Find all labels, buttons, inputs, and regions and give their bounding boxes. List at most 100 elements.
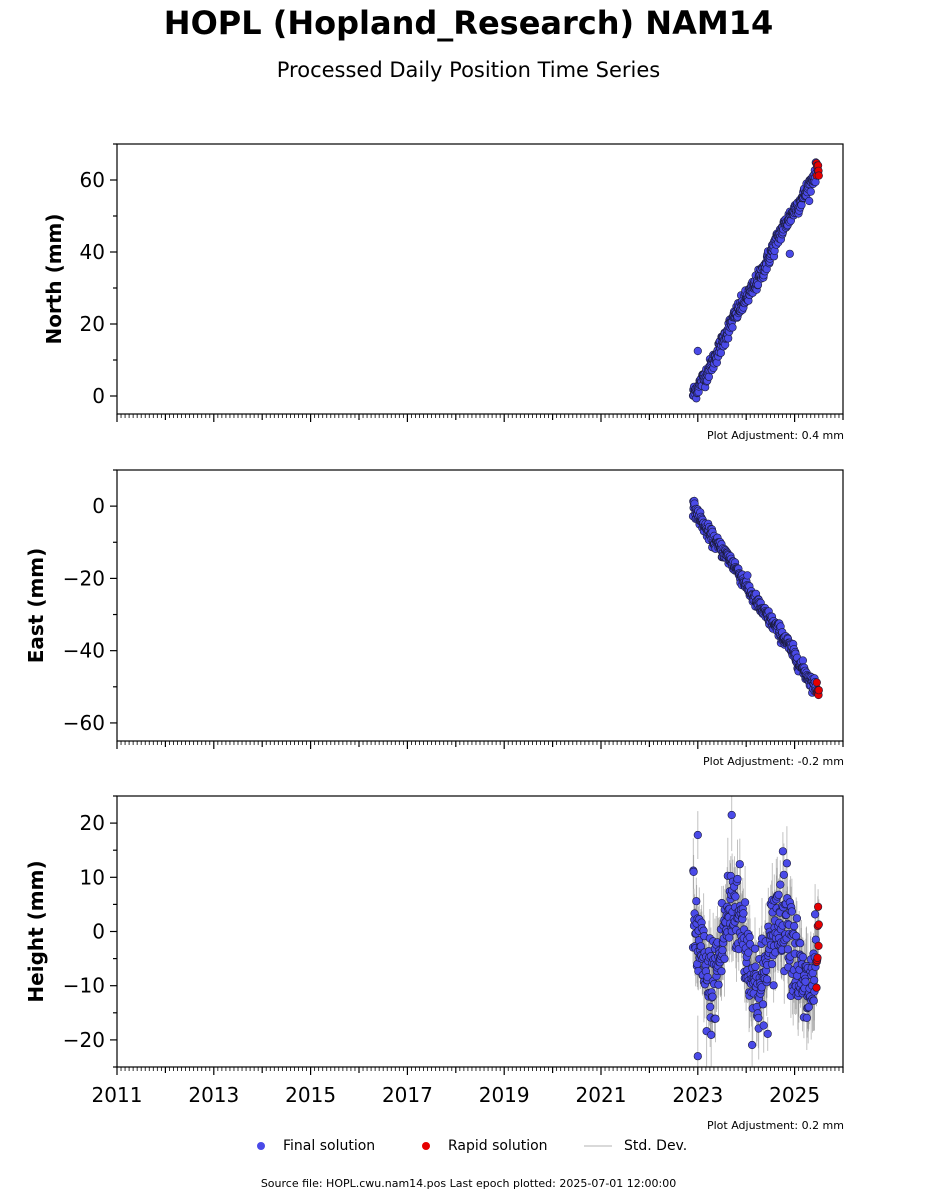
north-final-point (806, 187, 815, 196)
panel-north: 0 20 40 60 North (mm) (42, 143, 844, 422)
height-final-point (758, 1000, 768, 1009)
height-final-point (735, 860, 744, 869)
legend-std-dev-label: Std. Dev. (624, 1138, 688, 1154)
height-final-point (717, 967, 726, 976)
height-final-point (733, 874, 742, 884)
height-y-tick-label: 0 (92, 920, 105, 944)
legend-final-label: Final solution (283, 1138, 376, 1154)
north-final-point (724, 334, 733, 343)
legend-rapid-solution: Rapid solution (422, 1138, 548, 1154)
height-final-point (751, 962, 760, 971)
height-final-point (776, 880, 785, 889)
height-final-point (711, 1014, 720, 1023)
source-footer: Source file: HOPL.cwu.nam14.pos Last epo… (260, 1177, 677, 1190)
height-final-point (774, 890, 783, 899)
legend-std-dev: Std. Dev. (584, 1138, 687, 1154)
final-solution-marker-icon (257, 1142, 265, 1150)
height-points (688, 810, 823, 1061)
height-final-point (696, 942, 706, 951)
height-final-point (706, 1002, 715, 1012)
height-y-tick-label: 20 (80, 811, 105, 835)
height-final-point (801, 977, 810, 986)
x-tick-label: 2017 (382, 1083, 433, 1107)
height-final-point (762, 975, 772, 984)
height-final-point (787, 907, 797, 916)
height-final-point (739, 909, 748, 918)
north-y-tick-label: 60 (80, 168, 105, 192)
x-tick-label: 2019 (479, 1083, 530, 1107)
height-final-point (778, 847, 788, 856)
height-rapid-point (813, 902, 823, 911)
legend-rapid-label: Rapid solution (448, 1138, 548, 1154)
height-rapid-point (813, 953, 822, 962)
height-rapid-point (814, 941, 823, 951)
height-y-tick-label: −20 (63, 1028, 105, 1052)
height-final-point (692, 897, 701, 906)
height-final-point (802, 1013, 811, 1023)
height-plot-adjustment: Plot Adjustment: 0.2 mm (706, 1119, 844, 1132)
height-final-point (810, 976, 819, 985)
height-y-tick-label: 10 (80, 865, 105, 889)
north-final-point (797, 200, 806, 210)
height-final-point (740, 898, 750, 907)
height-final-point (782, 859, 792, 868)
east-y-tick-label: −20 (63, 566, 105, 590)
height-final-point (703, 972, 712, 982)
height-final-point (718, 946, 727, 955)
north-final-point (753, 280, 763, 289)
height-final-point (759, 1021, 768, 1030)
height-final-point (779, 870, 789, 879)
panel-east: 0 −20 −40 −60 East (mm) (24, 469, 844, 749)
height-final-point (763, 1029, 772, 1038)
height-final-point (731, 892, 740, 901)
north-rapid-point (814, 171, 823, 180)
height-final-point (693, 830, 702, 840)
east-rapid-point (812, 678, 821, 687)
east-points (688, 496, 823, 700)
height-final-point (790, 921, 799, 931)
height-final-point (727, 810, 736, 820)
north-final-point (805, 196, 814, 206)
height-final-point (796, 939, 805, 948)
height-final-point (689, 867, 698, 877)
east-y-tick-label: −40 (63, 639, 105, 663)
legend: Final solution Rapid solution Std. Dev. (0, 1138, 937, 1158)
rapid-solution-marker-icon (422, 1142, 430, 1150)
panel-height: 20 10 0 −10 −20 Height (mm) 2011 2013 2015 2017 20… (24, 795, 844, 1107)
x-tick-label: 2013 (188, 1083, 239, 1107)
east-final-point (743, 571, 752, 580)
x-tick-label: 2011 (92, 1083, 143, 1107)
chart-subtitle: Processed Daily Position Time Series (276, 58, 661, 82)
height-final-point (757, 983, 766, 992)
chart-title: HOPL (Hopland_Research) NAM14 (163, 4, 774, 42)
east-rapid-point (814, 686, 823, 695)
height-final-point (769, 981, 778, 990)
east-y-tick-label: −60 (63, 711, 105, 735)
north-y-tick-label: 40 (80, 240, 105, 264)
height-final-point (745, 932, 754, 942)
height-y-axis-label: Height (mm) (24, 860, 48, 1002)
east-final-point (798, 656, 808, 665)
height-rapid-point (812, 983, 821, 992)
height-final-point (708, 992, 717, 1001)
east-y-tick-label: 0 (92, 494, 105, 518)
north-points (688, 158, 823, 403)
x-tick-label: 2025 (769, 1083, 820, 1107)
x-tick-label: 2015 (285, 1083, 336, 1107)
north-plot-frame (116, 143, 844, 415)
east-plot-adjustment: Plot Adjustment: -0.2 mm (703, 755, 844, 768)
height-y-tick-label: −10 (63, 974, 105, 998)
legend-final-solution: Final solution (257, 1138, 375, 1154)
east-y-axis-label: East (mm) (24, 548, 48, 664)
height-final-point (750, 944, 760, 953)
height-final-point (714, 980, 723, 989)
height-final-point (720, 954, 729, 963)
east-plot-frame (116, 469, 844, 742)
std-dev-line-icon (584, 1145, 612, 1147)
height-final-point (707, 1030, 716, 1039)
height-rapid-point (814, 920, 823, 929)
north-final-point (704, 372, 714, 381)
height-final-point (754, 1013, 763, 1023)
north-plot-adjustment: Plot Adjustment: 0.4 mm (706, 429, 844, 442)
